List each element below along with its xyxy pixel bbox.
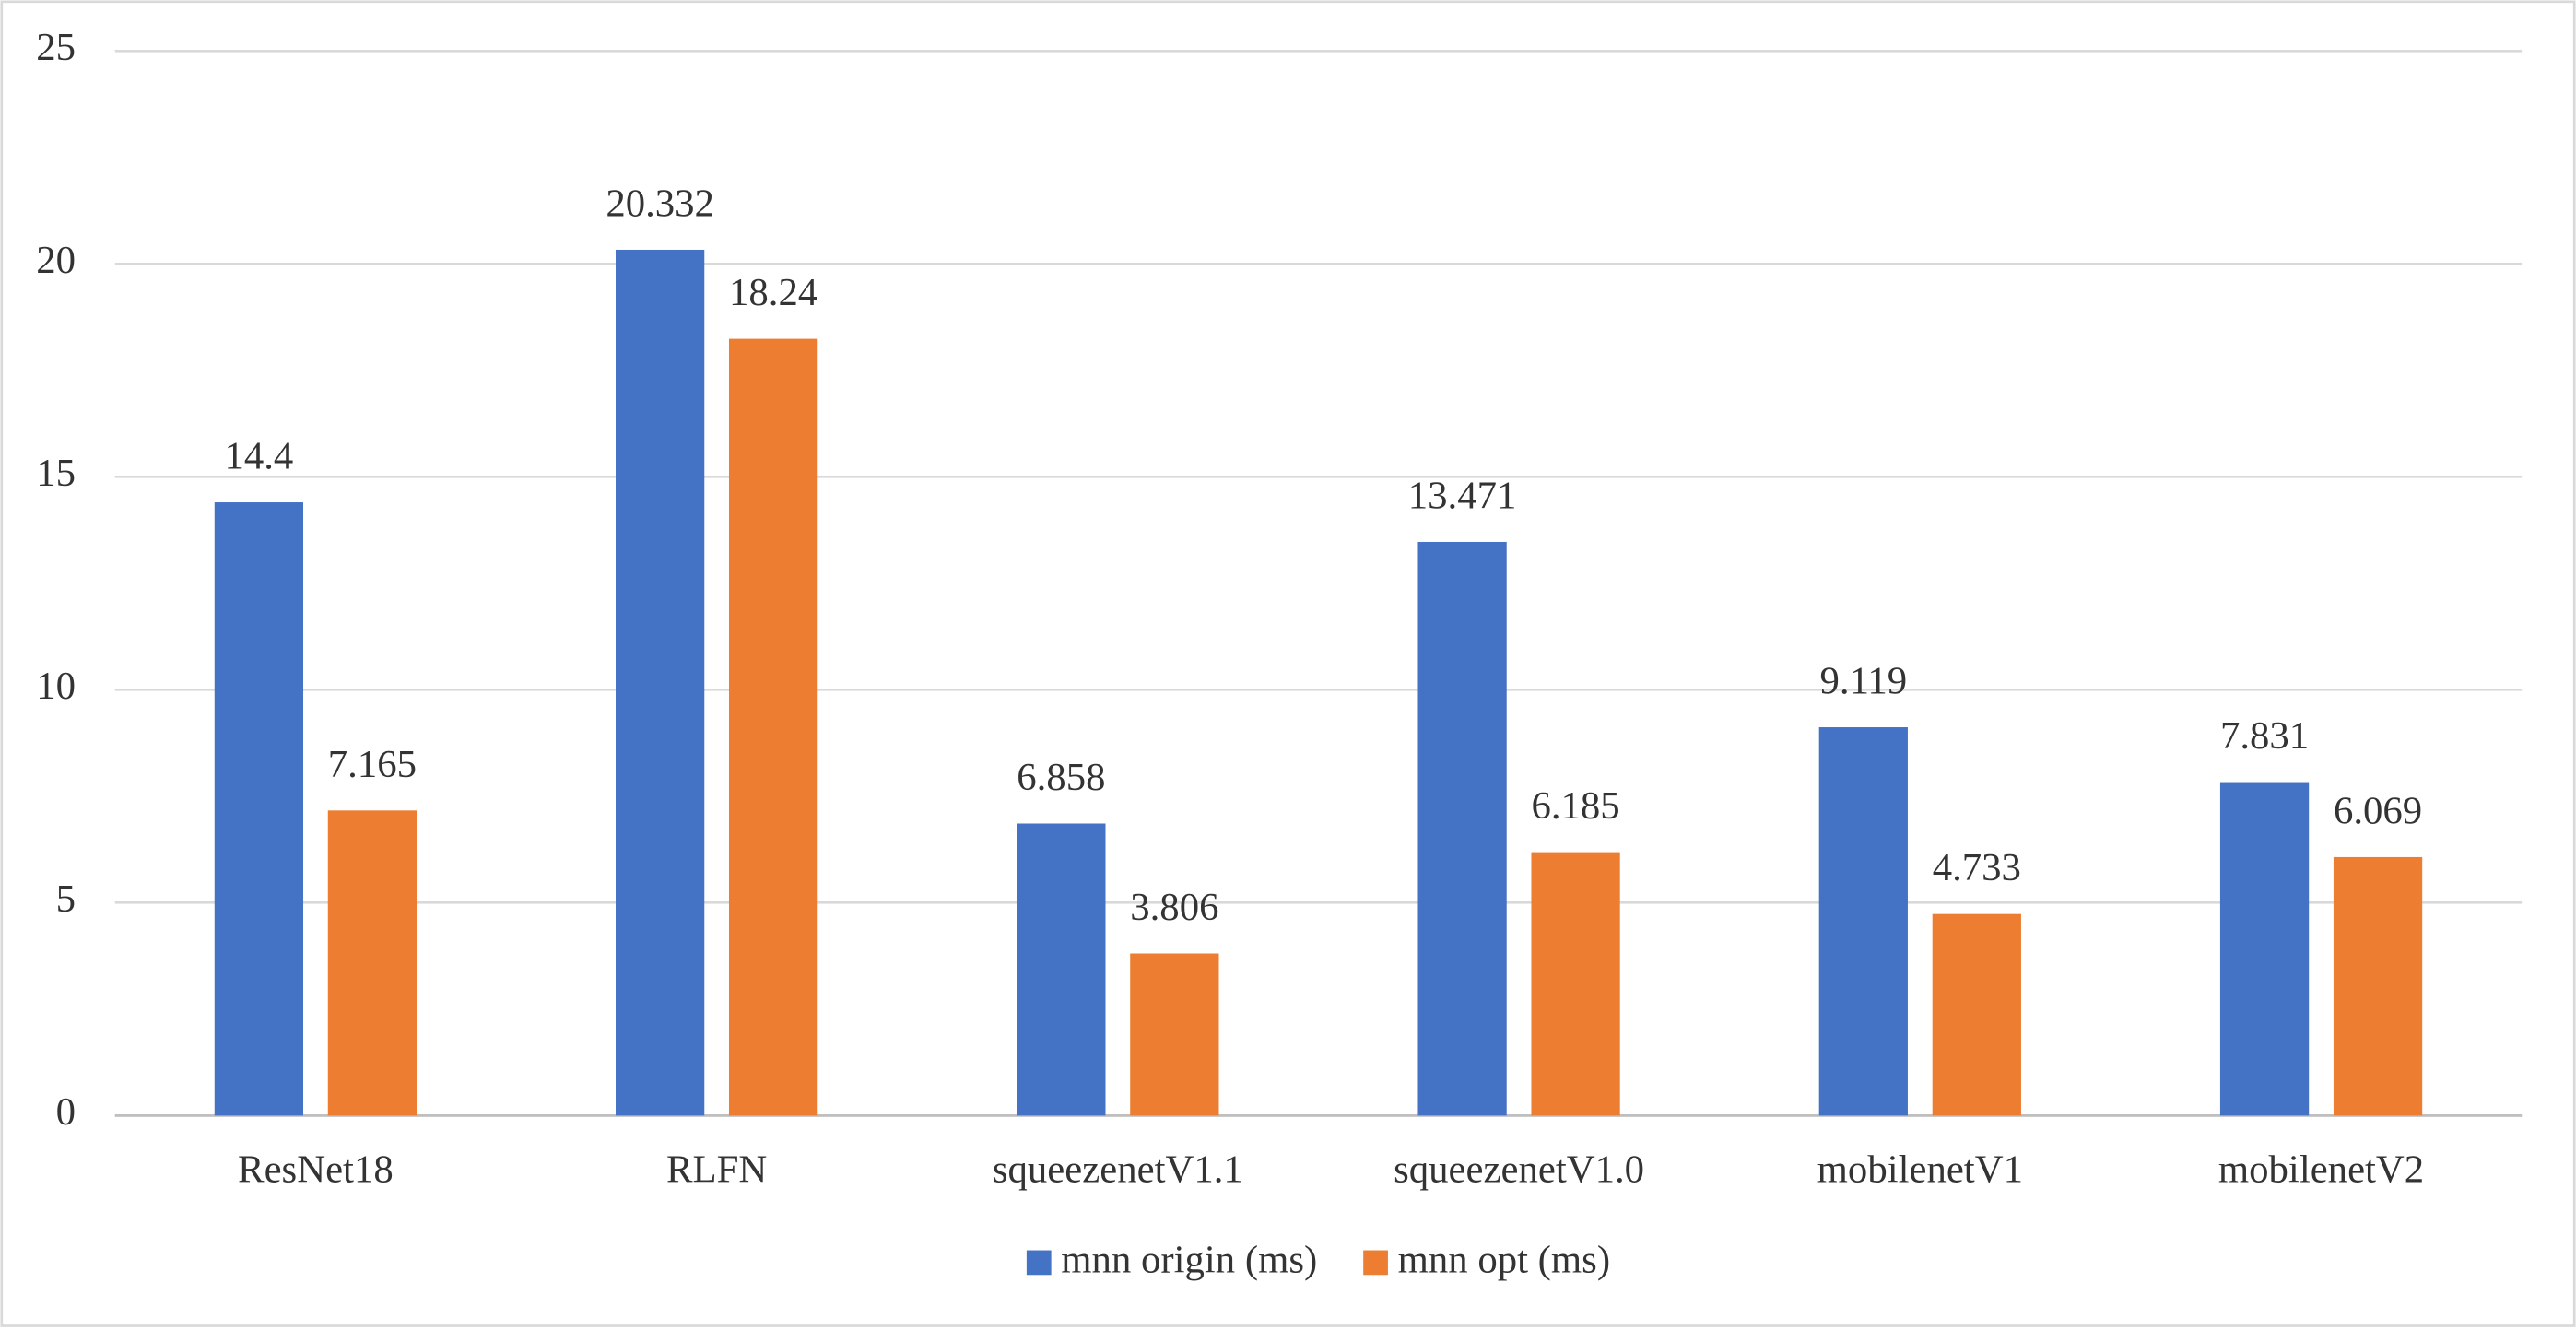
bar (616, 249, 705, 1116)
bar (2219, 782, 2310, 1116)
legend-label: mnn opt (ms) (1398, 1239, 1610, 1282)
bar (1818, 727, 1908, 1116)
x-tick-label: squeezenetV1.1 (993, 1148, 1243, 1192)
y-tick-label: 25 (36, 26, 76, 69)
x-tick-label: RLFN (666, 1148, 767, 1192)
y-tick-label: 15 (36, 452, 76, 495)
data-label: 18.24 (729, 271, 817, 314)
data-label: 6.069 (2334, 789, 2422, 832)
data-label: 6.185 (1531, 784, 1619, 828)
data-label: 6.858 (1017, 756, 1105, 799)
data-label: 20.332 (606, 182, 714, 225)
y-tick-label: 5 (56, 877, 76, 921)
data-label: 4.733 (1933, 846, 2021, 889)
y-tick-label: 20 (36, 239, 76, 282)
bar (1932, 913, 2021, 1116)
data-label: 3.806 (1130, 886, 1218, 929)
bar (1531, 852, 1620, 1116)
y-tick-label: 10 (36, 665, 76, 708)
data-label: 13.471 (1408, 474, 1517, 517)
x-tick-label: mobilenetV2 (2218, 1148, 2424, 1192)
legend-swatch (1026, 1250, 1052, 1276)
bar (214, 502, 304, 1116)
x-tick-label: mobilenetV1 (1817, 1148, 2023, 1192)
data-label: 14.4 (224, 435, 293, 478)
bar (728, 338, 818, 1116)
y-tick-label: 0 (56, 1090, 76, 1134)
data-label: 7.831 (2220, 714, 2309, 758)
bar (1130, 953, 1219, 1116)
x-tick-label: ResNet18 (238, 1148, 394, 1192)
legend-label: mnn origin (ms) (1061, 1239, 1317, 1282)
bar (2333, 856, 2423, 1116)
x-tick-label: squeezenetV1.0 (1394, 1148, 1644, 1192)
bar (1417, 541, 1507, 1116)
legend-swatch (1363, 1250, 1388, 1276)
bar (1017, 823, 1106, 1116)
bar (327, 810, 418, 1116)
data-label: 7.165 (328, 743, 417, 786)
data-label: 9.119 (1820, 659, 1908, 702)
